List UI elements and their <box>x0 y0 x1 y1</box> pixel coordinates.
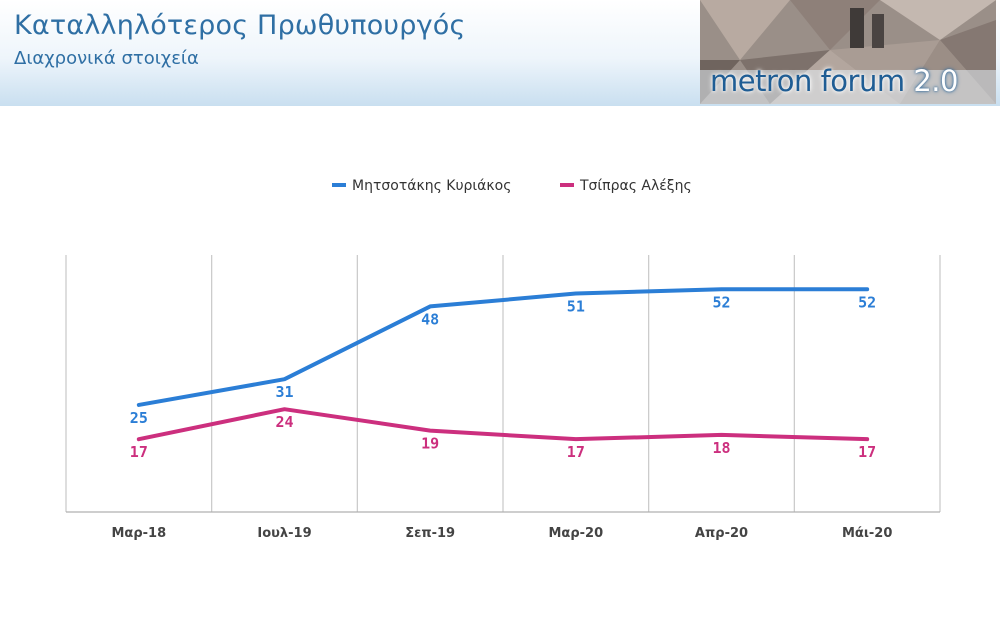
data-label: 51 <box>567 298 585 316</box>
legend-label: Μητσοτάκης Κυριάκος <box>352 178 511 194</box>
metron-forum-logo: metron forum 2.0 <box>700 0 996 104</box>
logo-text: metron forum <box>710 64 905 98</box>
page-subtitle: Διαχρονικά στοιχεία <box>14 48 199 69</box>
data-label: 52 <box>712 293 730 311</box>
header-banner: Καταλληλότερος Πρωθυπουργός Διαχρονικά σ… <box>0 0 1000 106</box>
x-tick-label: Μαρ-18 <box>111 526 166 541</box>
x-tick-label: Ιουλ-19 <box>257 526 311 541</box>
x-tick-label: Απρ-20 <box>695 526 748 541</box>
data-label: 17 <box>130 443 148 461</box>
data-label: 18 <box>712 439 730 457</box>
data-label: 31 <box>275 383 293 401</box>
page-title: Καταλληλότερος Πρωθυπουργός <box>14 10 466 41</box>
x-tick-label: Μάι-20 <box>842 526 892 541</box>
x-tick-label: Μαρ-20 <box>548 526 603 541</box>
data-label: 25 <box>130 409 148 427</box>
x-tick-label: Σεπ-19 <box>405 526 455 541</box>
data-label: 19 <box>421 435 439 453</box>
data-label: 48 <box>421 310 439 328</box>
series-line <box>136 287 870 407</box>
series-line <box>136 407 870 442</box>
data-label: 17 <box>858 443 876 461</box>
data-label: 24 <box>275 413 293 431</box>
legend-label: Τσίπρας Αλέξης <box>579 178 692 194</box>
data-label: 52 <box>858 293 876 311</box>
logo-background <box>700 0 996 104</box>
data-label: 17 <box>567 443 585 461</box>
logo-version: 2.0 <box>913 64 958 98</box>
